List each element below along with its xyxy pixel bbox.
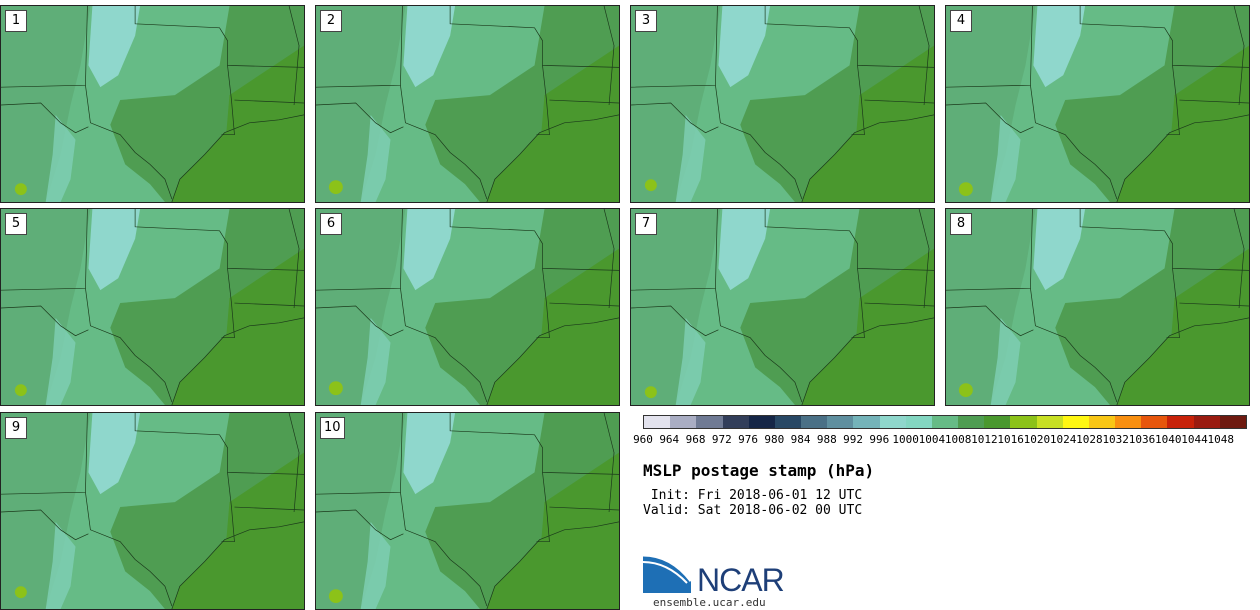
colorbar-tick-label: 980 bbox=[764, 433, 785, 446]
colorbar-segment bbox=[644, 416, 671, 428]
colorbar-segment bbox=[1036, 416, 1063, 428]
map-panel-1: 1 bbox=[0, 5, 305, 203]
map-panel-8: 8 bbox=[945, 208, 1250, 406]
colorbar-tick-label: 1016 bbox=[997, 433, 1024, 446]
colorbar-segment bbox=[1219, 416, 1246, 428]
init-time: Init: Fri 2018-06-01 12 UTC bbox=[643, 488, 863, 503]
colorbar-tick-label: 1028 bbox=[1076, 433, 1103, 446]
colorbar-tick-label: 1020 bbox=[1023, 433, 1051, 446]
panel-member-label: 6 bbox=[320, 213, 342, 235]
panel-member-label: 8 bbox=[950, 213, 972, 235]
colorbar-segment bbox=[801, 416, 828, 428]
colorbar-tick-label: 960 bbox=[633, 433, 653, 446]
colorbar-tick-label: 1036 bbox=[1128, 433, 1156, 446]
map-panel-7: 7 bbox=[630, 208, 935, 406]
colorbar-tick-label: 984 bbox=[790, 433, 811, 446]
colorbar-tick-label: 972 bbox=[711, 433, 732, 446]
colorbar-segment bbox=[853, 416, 880, 428]
ncar-logo-text: NCAR bbox=[697, 562, 785, 598]
colorbar-tick-label: 996 bbox=[869, 433, 890, 446]
colorbar-segment bbox=[1193, 416, 1220, 428]
colorbar-segment bbox=[670, 416, 697, 428]
colorbar-tick-label: 1032 bbox=[1102, 433, 1129, 446]
colorbar-tick-label: 1048 bbox=[1207, 433, 1234, 446]
colorbar-segment bbox=[931, 416, 959, 428]
map-panel-5: 5 bbox=[0, 208, 305, 406]
map-panel-6: 6 bbox=[315, 208, 620, 406]
figure-title: MSLP postage stamp (hPa) bbox=[643, 461, 875, 480]
panel-member-label: 2 bbox=[320, 10, 342, 32]
colorbar-segment bbox=[1088, 416, 1116, 428]
colorbar-tick-label: 1008 bbox=[944, 433, 972, 446]
colorbar-tick-label: 988 bbox=[816, 433, 837, 446]
colorbar-tick-label: 1024 bbox=[1049, 433, 1077, 446]
panel-member-label: 5 bbox=[5, 213, 27, 235]
valid-time: Valid: Sat 2018-06-02 00 UTC bbox=[643, 503, 863, 518]
colorbar-segment bbox=[879, 416, 906, 428]
panel-member-label: 10 bbox=[320, 417, 345, 439]
map-panel-2: 2 bbox=[315, 5, 620, 203]
pressure-colorbar bbox=[643, 415, 1247, 429]
ncar-logo-icon bbox=[643, 553, 693, 593]
ncar-url: ensemble.ucar.edu bbox=[653, 596, 766, 609]
colorbar-segment bbox=[1141, 416, 1168, 428]
colorbar-tick-label: 964 bbox=[659, 433, 680, 446]
colorbar-tick-label: 1000 bbox=[892, 433, 919, 446]
colorbar-segment bbox=[905, 416, 932, 428]
colorbar-tick-label: 992 bbox=[843, 433, 864, 446]
colorbar-segment bbox=[696, 416, 723, 428]
colorbar-segment bbox=[1115, 416, 1142, 428]
colorbar-tick-label: 1004 bbox=[918, 433, 946, 446]
panel-member-label: 3 bbox=[635, 10, 657, 32]
colorbar-tick-label: 1044 bbox=[1181, 433, 1208, 446]
colorbar-segment bbox=[827, 416, 854, 428]
colorbar-segment bbox=[984, 416, 1011, 428]
map-panel-10: 10 bbox=[315, 412, 620, 610]
colorbar-segment bbox=[748, 416, 775, 428]
colorbar-segment bbox=[722, 416, 749, 428]
panel-member-label: 4 bbox=[950, 10, 972, 32]
colorbar-tick-label: 1040 bbox=[1154, 433, 1182, 446]
map-panel-9: 9 bbox=[0, 412, 305, 610]
map-panel-3: 3 bbox=[630, 5, 935, 203]
panel-member-label: 1 bbox=[5, 10, 27, 32]
colorbar-segment bbox=[1062, 416, 1089, 428]
colorbar-ticks: 960 964 968 972 976 980 984 988 992 996 1000 1004 10… bbox=[633, 433, 1253, 447]
map-panel-4: 4 bbox=[945, 5, 1250, 203]
colorbar-segment bbox=[1010, 416, 1037, 428]
colorbar-segment bbox=[958, 416, 985, 428]
colorbar-tick-label: 1012 bbox=[971, 433, 998, 446]
colorbar-segment bbox=[774, 416, 802, 428]
panel-member-label: 7 bbox=[635, 213, 657, 235]
panel-member-label: 9 bbox=[5, 417, 27, 439]
colorbar-segment bbox=[1167, 416, 1194, 428]
colorbar-tick-label: 968 bbox=[685, 433, 706, 446]
colorbar-tick-label: 976 bbox=[738, 433, 758, 446]
